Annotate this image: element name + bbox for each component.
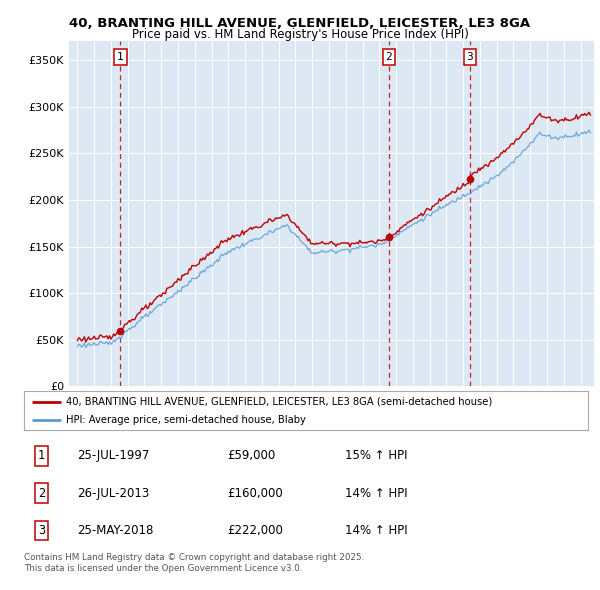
Text: 26-JUL-2013: 26-JUL-2013 xyxy=(77,487,150,500)
Text: 25-MAY-2018: 25-MAY-2018 xyxy=(77,524,154,537)
Text: 1: 1 xyxy=(117,52,124,62)
Text: 2: 2 xyxy=(38,487,45,500)
Text: 3: 3 xyxy=(38,524,45,537)
Text: 40, BRANTING HILL AVENUE, GLENFIELD, LEICESTER, LE3 8GA: 40, BRANTING HILL AVENUE, GLENFIELD, LEI… xyxy=(70,17,530,30)
Text: 15% ↑ HPI: 15% ↑ HPI xyxy=(346,450,408,463)
Text: 3: 3 xyxy=(467,52,473,62)
Text: 14% ↑ HPI: 14% ↑ HPI xyxy=(346,487,408,500)
Text: 40, BRANTING HILL AVENUE, GLENFIELD, LEICESTER, LE3 8GA (semi-detached house): 40, BRANTING HILL AVENUE, GLENFIELD, LEI… xyxy=(66,396,493,407)
Text: £160,000: £160,000 xyxy=(227,487,283,500)
Text: 14% ↑ HPI: 14% ↑ HPI xyxy=(346,524,408,537)
Text: £59,000: £59,000 xyxy=(227,450,275,463)
Text: Price paid vs. HM Land Registry's House Price Index (HPI): Price paid vs. HM Land Registry's House … xyxy=(131,28,469,41)
Text: HPI: Average price, semi-detached house, Blaby: HPI: Average price, semi-detached house,… xyxy=(66,415,306,425)
Text: 25-JUL-1997: 25-JUL-1997 xyxy=(77,450,150,463)
Text: 2: 2 xyxy=(385,52,392,62)
Text: £222,000: £222,000 xyxy=(227,524,283,537)
Text: 1: 1 xyxy=(38,450,45,463)
Text: Contains HM Land Registry data © Crown copyright and database right 2025.
This d: Contains HM Land Registry data © Crown c… xyxy=(24,553,364,573)
